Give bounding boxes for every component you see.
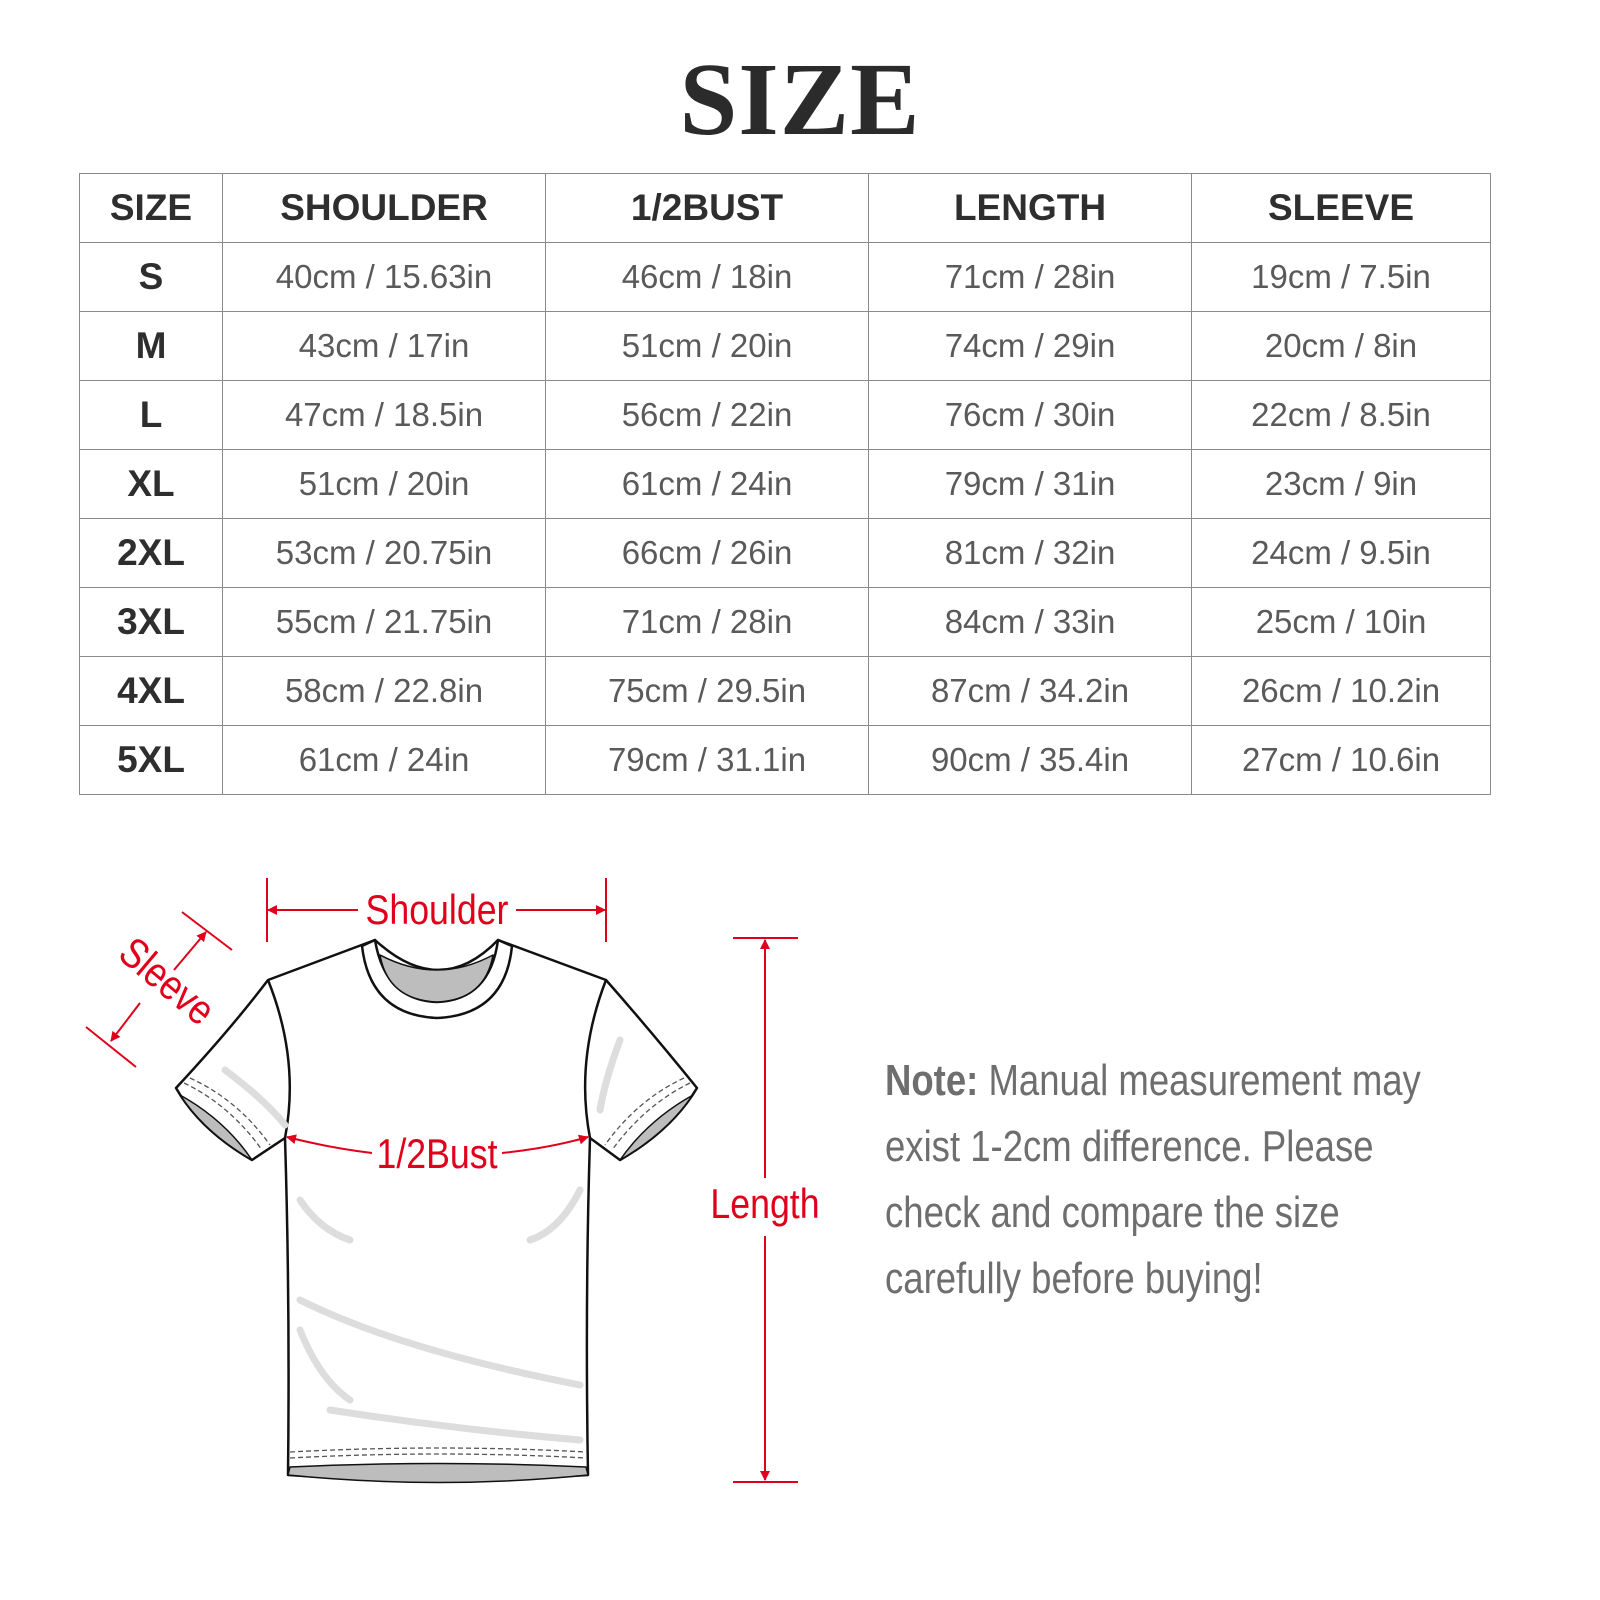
size-cell: 4XL xyxy=(79,656,223,726)
measurement-lines xyxy=(85,878,798,1483)
table-row: S 40cm / 15.63in 46cm / 18in 71cm / 28in 19c… xyxy=(79,242,1491,312)
table-row: XL 51cm / 20in 61cm / 24in 79cm / 31in 23cm … xyxy=(79,449,1491,519)
sleeve-cell: 20cm / 8in xyxy=(1191,311,1491,381)
length-cell: 71cm / 28in xyxy=(868,242,1192,312)
size-table: SIZE SHOULDER 1/2BUST LENGTH SLEEVE S 40c… xyxy=(79,173,1491,795)
sleeve-cell: 23cm / 9in xyxy=(1191,449,1491,519)
sleeve-cell: 25cm / 10in xyxy=(1191,587,1491,657)
size-cell: 5XL xyxy=(79,725,223,795)
shoulder-cell: 51cm / 20in xyxy=(222,449,546,519)
length-cell: 76cm / 30in xyxy=(868,380,1192,450)
note-text: Note: Manual measurement may exist 1-2cm… xyxy=(885,1048,1466,1312)
bust-cell: 75cm / 29.5in xyxy=(545,656,869,726)
bust-cell: 46cm / 18in xyxy=(545,242,869,312)
length-cell: 90cm / 35.4in xyxy=(868,725,1192,795)
size-cell: 3XL xyxy=(79,587,223,657)
length-cell: 84cm / 33in xyxy=(868,587,1192,657)
length-cell: 74cm / 29in xyxy=(868,311,1192,381)
length-cell: 81cm / 32in xyxy=(868,518,1192,588)
shoulder-cell: 40cm / 15.63in xyxy=(222,242,546,312)
header-sleeve: SLEEVE xyxy=(1191,173,1491,243)
note-body: Manual measurement may exist 1-2cm diffe… xyxy=(885,1056,1421,1303)
shoulder-label: Shoulder xyxy=(366,887,509,933)
bust-cell: 66cm / 26in xyxy=(545,518,869,588)
size-cell: S xyxy=(79,242,223,312)
size-cell: XL xyxy=(79,449,223,519)
table-row: M 43cm / 17in 51cm / 20in 74cm / 29in 20cm /… xyxy=(79,311,1491,381)
table-row: 3XL 55cm / 21.75in 71cm / 28in 84cm / 33in 2… xyxy=(79,587,1491,657)
bust-label: 1/2Bust xyxy=(376,1131,497,1177)
size-cell: M xyxy=(79,311,223,381)
sleeve-cell: 27cm / 10.6in xyxy=(1191,725,1491,795)
table-header-row: SIZE SHOULDER 1/2BUST LENGTH SLEEVE xyxy=(79,173,1491,243)
header-length: LENGTH xyxy=(868,173,1192,243)
table-row: 5XL 61cm / 24in 79cm / 31.1in 90cm / 35.4in… xyxy=(79,725,1491,795)
sleeve-cell: 22cm / 8.5in xyxy=(1191,380,1491,450)
shoulder-cell: 43cm / 17in xyxy=(222,311,546,381)
shoulder-cell: 53cm / 20.75in xyxy=(222,518,546,588)
bust-cell: 71cm / 28in xyxy=(545,587,869,657)
header-size: SIZE xyxy=(79,173,223,243)
tshirt-icon xyxy=(174,938,699,1484)
shoulder-cell: 55cm / 21.75in xyxy=(222,587,546,657)
shoulder-cell: 58cm / 22.8in xyxy=(222,656,546,726)
bust-cell: 79cm / 31.1in xyxy=(545,725,869,795)
table-row: 4XL 58cm / 22.8in 75cm / 29.5in 87cm / 34.2… xyxy=(79,656,1491,726)
size-cell: L xyxy=(79,380,223,450)
header-bust: 1/2BUST xyxy=(545,173,869,243)
bust-cell: 56cm / 22in xyxy=(545,380,869,450)
note-label: Note: xyxy=(885,1056,979,1105)
sleeve-cell: 26cm / 10.2in xyxy=(1191,656,1491,726)
table-row: 2XL 53cm / 20.75in 66cm / 26in 81cm / 32in 2… xyxy=(79,518,1491,588)
page-title: SIZE xyxy=(679,42,921,157)
bust-cell: 51cm / 20in xyxy=(545,311,869,381)
bust-cell: 61cm / 24in xyxy=(545,449,869,519)
shoulder-cell: 61cm / 24in xyxy=(222,725,546,795)
table-row: L 47cm / 18.5in 56cm / 22in 76cm / 30in 22cm… xyxy=(79,380,1491,450)
length-label: Length xyxy=(710,1181,819,1227)
sleeve-cell: 24cm / 9.5in xyxy=(1191,518,1491,588)
sleeve-cell: 19cm / 7.5in xyxy=(1191,242,1491,312)
